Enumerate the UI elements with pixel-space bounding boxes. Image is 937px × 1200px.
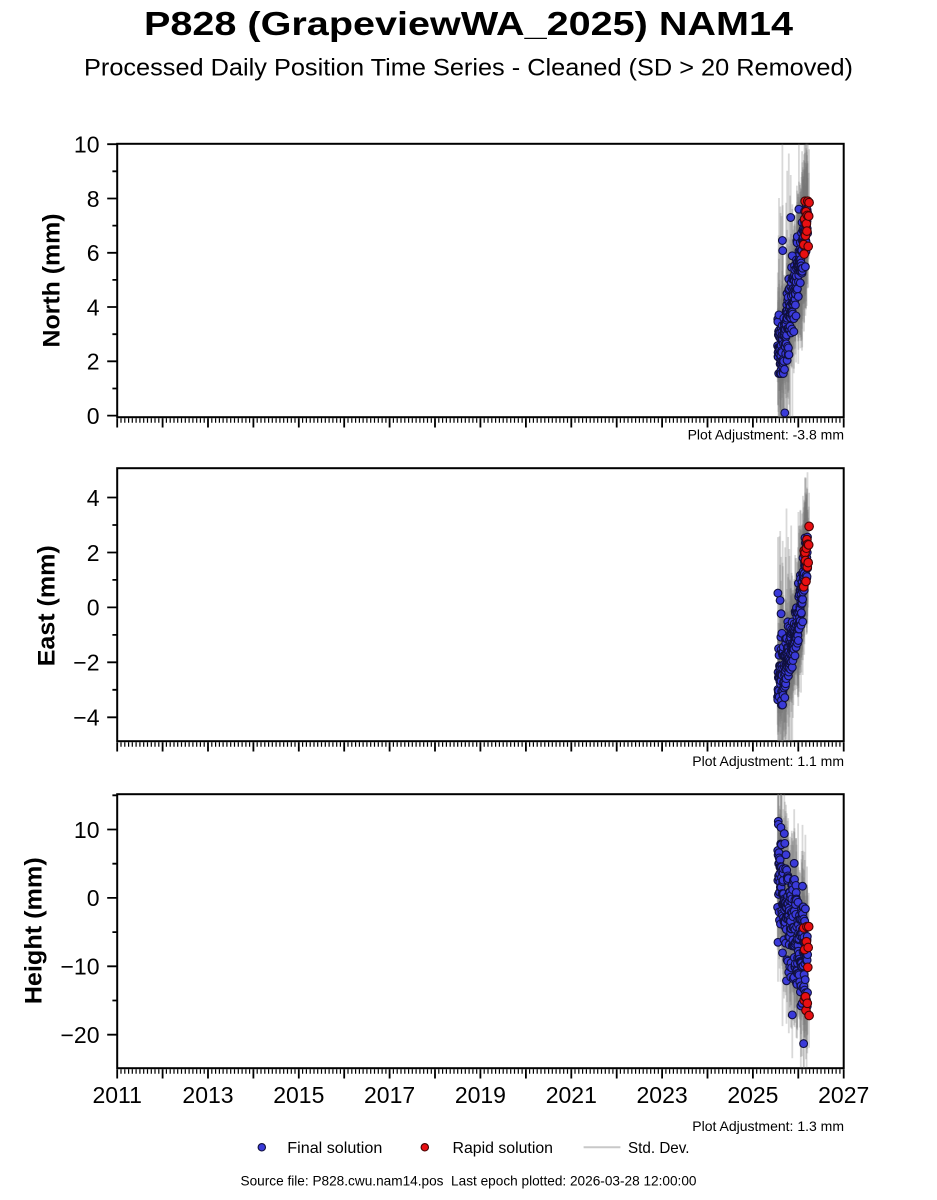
svg-text:6: 6 <box>87 240 100 266</box>
svg-text:10: 10 <box>74 132 100 158</box>
svg-text:2011: 2011 <box>92 1082 141 1108</box>
svg-text:Std. Dev.: Std. Dev. <box>628 1140 690 1157</box>
svg-text:North (mm): North (mm) <box>38 214 65 348</box>
svg-text:2027: 2027 <box>818 1082 869 1108</box>
svg-text:2019: 2019 <box>455 1082 506 1108</box>
svg-text:2025: 2025 <box>727 1082 778 1108</box>
svg-text:East (mm): East (mm) <box>34 545 61 666</box>
svg-text:−2: −2 <box>73 650 99 676</box>
svg-text:Plot Adjustment: 1.1 mm: Plot Adjustment: 1.1 mm <box>692 753 844 769</box>
svg-text:2013: 2013 <box>182 1082 233 1108</box>
svg-text:P828 (GrapeviewWA_2025) NAM14: P828 (GrapeviewWA_2025) NAM14 <box>144 5 794 42</box>
svg-text:2015: 2015 <box>273 1082 324 1108</box>
svg-text:−10: −10 <box>60 954 99 980</box>
svg-text:Height (mm): Height (mm) <box>20 857 47 1004</box>
svg-text:Final solution: Final solution <box>287 1140 382 1157</box>
svg-text:10: 10 <box>74 817 100 843</box>
svg-text:Plot Adjustment: 1.3 mm: Plot Adjustment: 1.3 mm <box>692 1118 844 1134</box>
svg-text:−20: −20 <box>60 1022 99 1048</box>
svg-text:2017: 2017 <box>364 1082 415 1108</box>
svg-text:2: 2 <box>87 540 100 566</box>
svg-text:2021: 2021 <box>546 1082 597 1108</box>
svg-text:2023: 2023 <box>637 1082 688 1108</box>
svg-text:Rapid solution: Rapid solution <box>453 1140 554 1157</box>
svg-text:Processed Daily Position Time: Processed Daily Position Time Series - C… <box>84 55 853 82</box>
svg-text:4: 4 <box>87 485 100 511</box>
svg-text:0: 0 <box>87 595 100 621</box>
svg-text:0: 0 <box>87 403 100 429</box>
svg-text:0: 0 <box>87 885 100 911</box>
svg-text:Source file: P828.cwu.nam14.po: Source file: P828.cwu.nam14.pos Last epo… <box>241 1173 697 1189</box>
svg-text:2: 2 <box>87 349 100 375</box>
svg-text:−4: −4 <box>73 705 99 731</box>
svg-text:8: 8 <box>87 186 100 212</box>
svg-text:Plot Adjustment: -3.8 mm: Plot Adjustment: -3.8 mm <box>688 427 844 443</box>
svg-text:4: 4 <box>87 294 100 320</box>
